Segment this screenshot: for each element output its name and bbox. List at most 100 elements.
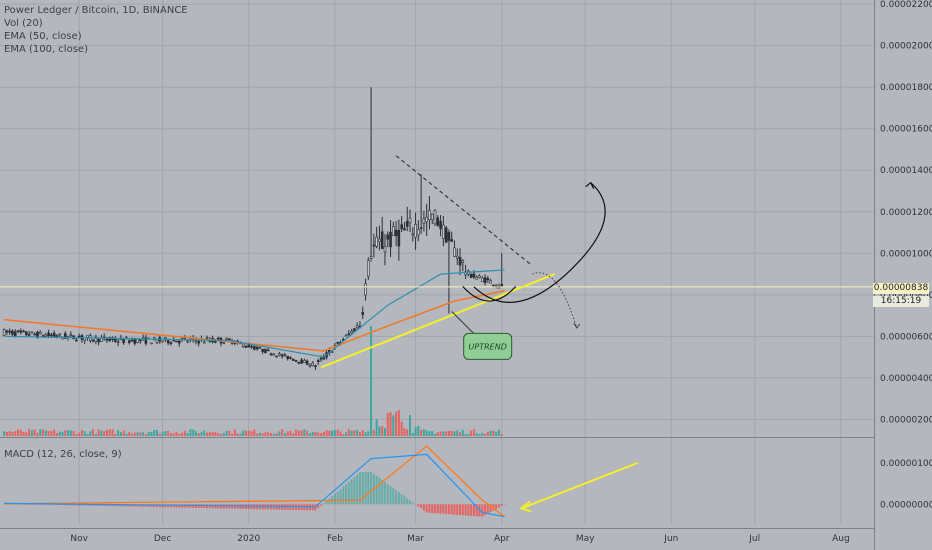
- macd-histogram-bar: [197, 504, 200, 508]
- macd-histogram-bar: [409, 500, 411, 505]
- candle-body: [283, 354, 287, 356]
- volume-bar: [67, 430, 70, 436]
- volume-bar: [250, 431, 253, 436]
- candle-body: [13, 331, 17, 337]
- volume-bar: [222, 432, 225, 436]
- macd-histogram-bar: [289, 504, 292, 510]
- macd-histogram-bar: [378, 477, 381, 505]
- candle-body: [25, 331, 28, 336]
- volume-bar: [256, 433, 259, 436]
- macd-histogram-bar: [317, 504, 320, 509]
- volume-bar: [22, 431, 25, 436]
- volume-bar: [42, 429, 45, 436]
- volume-bar: [167, 430, 170, 436]
- price-tick-label: 0.00000600: [880, 332, 932, 342]
- volume-bar: [253, 429, 256, 436]
- volume-bar: [142, 432, 145, 436]
- chart-title[interactable]: Power Ledger / Bitcoin, 1D, BINANCE: [4, 5, 188, 16]
- volume-bar: [486, 431, 489, 436]
- macd-histogram-bar: [358, 472, 361, 505]
- candle-body: [414, 224, 417, 238]
- ema100-indicator-label[interactable]: EMA (100, close): [4, 44, 88, 55]
- volume-bar: [333, 429, 336, 436]
- macd-histogram-bar: [233, 504, 236, 509]
- candle-body: [453, 247, 456, 257]
- volume-bar: [495, 431, 498, 436]
- volume-bar: [364, 432, 367, 436]
- candle-body: [364, 283, 367, 296]
- candle-body: [169, 342, 173, 344]
- candle-body: [389, 231, 392, 248]
- macd-histogram-bar: [339, 489, 342, 505]
- candle-body: [166, 340, 170, 344]
- ema50-indicator-label[interactable]: EMA (50, close): [4, 31, 82, 42]
- volume-bar: [406, 429, 409, 436]
- macd-histogram-bar: [217, 504, 220, 509]
- projected-drop-arrowhead: [573, 322, 581, 329]
- macd-histogram-bar: [83, 504, 86, 506]
- candle-body: [261, 348, 264, 352]
- volume-bar: [239, 433, 242, 436]
- volume-bar: [325, 430, 328, 436]
- macd-histogram-bar: [19, 504, 22, 505]
- volume-bar: [208, 431, 211, 436]
- volume-bar: [308, 433, 311, 436]
- macd-histogram-bar: [497, 504, 500, 508]
- macd-histogram-bar: [281, 504, 284, 510]
- volume-indicator-label[interactable]: Vol (20): [4, 18, 43, 29]
- volume-bar: [447, 431, 450, 436]
- candle-body: [30, 331, 34, 334]
- macd-indicator-label[interactable]: MACD (12, 26, close, 9): [4, 449, 122, 460]
- volume-bar: [442, 431, 445, 436]
- macd-histogram-bar: [425, 504, 428, 513]
- volume-bar: [111, 429, 114, 436]
- macd-histogram-bar: [125, 504, 128, 507]
- candle-body: [11, 330, 14, 335]
- drawings[interactable]: UPTREND: [320, 155, 639, 513]
- macd-histogram-bar: [97, 504, 100, 506]
- candle-body: [492, 284, 495, 287]
- macd-histogram-bar: [58, 504, 61, 506]
- macd-histogram-bar: [322, 503, 325, 505]
- uptrend-callout-box: [463, 332, 513, 360]
- candle-body: [394, 229, 398, 237]
- macd-histogram-bar: [500, 504, 503, 506]
- volume-bar: [331, 430, 334, 436]
- volume-bar: [484, 433, 487, 436]
- macd-histogram-bar: [264, 504, 267, 510]
- candle-body: [150, 342, 153, 345]
- volume-bar: [214, 432, 217, 436]
- volume-bar: [55, 433, 58, 436]
- candle-body: [91, 339, 95, 342]
- candle-body: [308, 364, 312, 367]
- macd-histogram-bar: [278, 504, 281, 510]
- candle-body: [422, 218, 426, 224]
- candle-body: [316, 360, 320, 363]
- candlesticks[interactable]: [2, 87, 504, 370]
- macd-histogram-bar: [139, 504, 142, 507]
- volume-bar: [411, 432, 414, 436]
- macd-histogram-bar: [495, 504, 498, 509]
- candle-body: [275, 355, 278, 358]
- macd-line: [4, 453, 505, 518]
- macd-histogram-bar: [122, 504, 125, 507]
- volume-bar: [489, 430, 492, 436]
- macd-legend: MACD (12, 26, close, 9): [4, 448, 122, 461]
- volume-bar: [58, 431, 61, 436]
- price-tick-label: 0.00001800: [880, 83, 932, 93]
- macd-histogram-bar: [389, 486, 392, 505]
- candle-body: [478, 275, 481, 278]
- macd-histogram-bar: [111, 504, 114, 507]
- macd-histogram-bar: [414, 504, 417, 505]
- candle-body: [297, 361, 301, 364]
- volume-bar: [97, 429, 100, 436]
- volume-bar: [44, 430, 47, 436]
- macd-histogram-bar: [320, 504, 323, 506]
- candle-body: [289, 357, 292, 359]
- candle-body: [369, 256, 373, 259]
- candle-body: [228, 338, 231, 340]
- macd-histogram-bar: [239, 504, 242, 509]
- volume-bar: [125, 433, 128, 436]
- macd-histogram-bar: [467, 504, 470, 516]
